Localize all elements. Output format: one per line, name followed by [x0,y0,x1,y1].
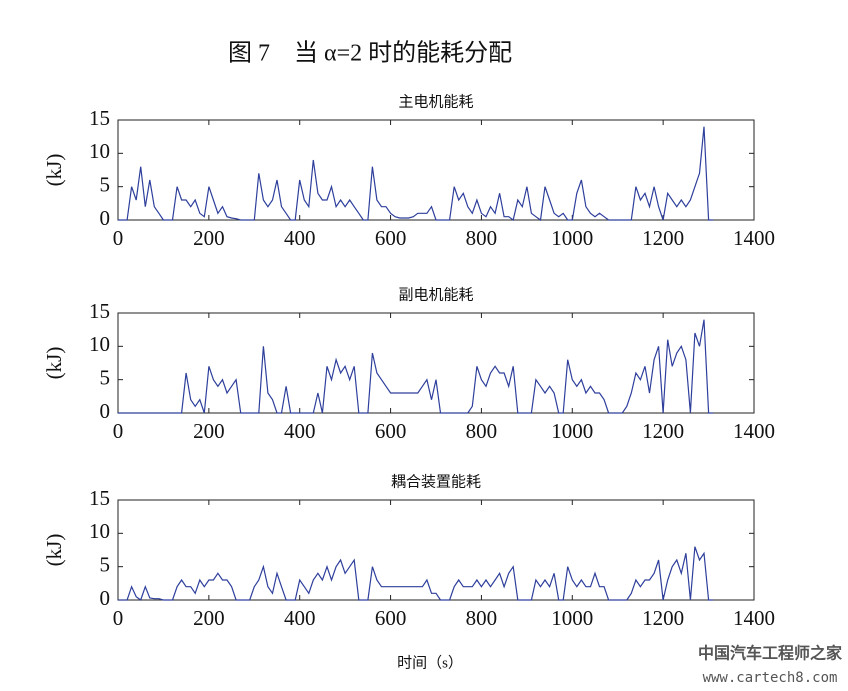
watermark-url: www.cartech8.com [703,670,838,686]
y-tick-label: 5 [100,172,111,196]
x-tick-label: 1400 [733,226,775,250]
subplot-title: 主电机能耗 [398,93,473,110]
x-tick-label: 1000 [551,419,593,443]
x-axis-label: 时间（s） [397,654,463,671]
x-tick-label: 800 [466,606,498,630]
data-line [118,546,714,601]
data-line [118,126,714,222]
x-tick-label: 200 [193,419,225,443]
x-tick-label: 1200 [642,226,684,250]
figure-title: 图 7 当 α=2 时的能耗分配 [228,40,512,67]
y-tick-label: 15 [89,486,110,510]
x-tick-label: 600 [375,226,407,250]
x-tick-label: 1000 [551,226,593,250]
y-axis-label: (kJ) [42,154,66,187]
x-tick-label: 400 [284,226,316,250]
y-axis-label: (kJ) [42,534,66,567]
y-tick-label: 0 [100,399,111,423]
x-tick-label: 1200 [642,419,684,443]
x-tick-label: 0 [113,419,124,443]
subplot-title: 副电机能耗 [398,286,473,303]
x-tick-label: 800 [466,226,498,250]
watermark-name: 中国汽车工程师之家 [698,644,843,663]
y-tick-label: 15 [89,299,110,323]
x-tick-label: 1400 [733,419,775,443]
x-tick-label: 0 [113,606,124,630]
x-tick-label: 400 [284,419,316,443]
y-tick-label: 5 [100,365,111,389]
y-tick-label: 0 [100,206,111,230]
x-tick-label: 200 [193,226,225,250]
x-tick-label: 1200 [642,606,684,630]
x-tick-label: 600 [375,606,407,630]
x-tick-label: 600 [375,419,407,443]
x-tick-label: 200 [193,606,225,630]
subplot-title: 耦合装置能耗 [391,473,481,490]
y-tick-label: 0 [100,586,111,610]
x-tick-label: 1000 [551,606,593,630]
x-tick-label: 800 [466,419,498,443]
data-line [118,319,714,414]
x-tick-label: 1400 [733,606,775,630]
y-axis-label: (kJ) [42,347,66,380]
x-tick-label: 0 [113,226,124,250]
y-tick-label: 10 [89,519,110,543]
plot-frame [117,312,755,414]
plot-frame [117,499,755,601]
y-tick-label: 5 [100,552,111,576]
x-tick-label: 400 [284,606,316,630]
y-tick-label: 15 [89,106,110,130]
y-tick-label: 10 [89,139,110,163]
y-tick-label: 10 [89,332,110,356]
